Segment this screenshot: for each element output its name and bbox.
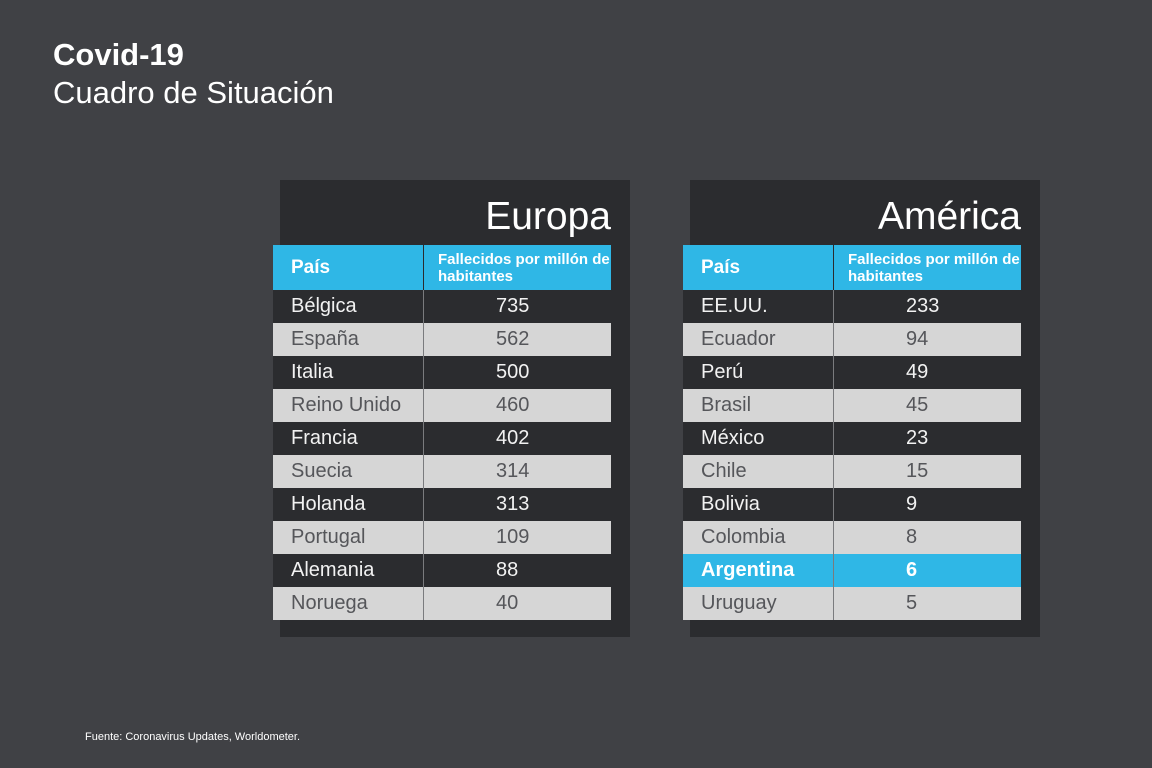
deaths-per-million-cell: 5: [906, 592, 918, 614]
deaths-per-million-cell: 9: [906, 493, 918, 515]
country-cell: Ecuador: [683, 323, 834, 356]
country-cell: Uruguay: [683, 587, 834, 620]
deaths-per-million-cell: 15: [906, 460, 929, 482]
europe-panel: Europa País Fallecidos por millón de hab…: [273, 180, 630, 637]
table-row: Suecia 314: [273, 455, 611, 488]
country-cell: EE.UU.: [683, 290, 834, 323]
country-cell: Suecia: [273, 455, 424, 488]
table-row: España 562: [273, 323, 611, 356]
country-cell: Brasil: [683, 389, 834, 422]
table-row: Bélgica 735: [273, 290, 611, 323]
europe-table: País Fallecidos por millón de habitantes…: [273, 245, 611, 620]
table-row: Argentina 6: [683, 554, 1021, 587]
america-table: País Fallecidos por millón de habitantes…: [683, 245, 1021, 620]
country-cell: Argentina: [683, 554, 834, 587]
table-row: EE.UU. 233: [683, 290, 1021, 323]
table-row: Bolivia 9: [683, 488, 1021, 521]
table-row: Chile 15: [683, 455, 1021, 488]
deaths-per-million-cell: 49: [906, 361, 929, 383]
table-row: Uruguay 5: [683, 587, 1021, 620]
table-row: Alemania 88: [273, 554, 611, 587]
deaths-per-million-cell: 88: [496, 559, 519, 581]
page-subtitle: Cuadro de Situación: [53, 75, 334, 110]
country-cell: Francia: [273, 422, 424, 455]
europe-title: Europa: [485, 195, 611, 238]
deaths-per-million-cell: 313: [496, 493, 530, 515]
table-row: Brasil 45: [683, 389, 1021, 422]
table-row: México 23: [683, 422, 1021, 455]
table-row: Ecuador 94: [683, 323, 1021, 356]
table-row: Colombia 8: [683, 521, 1021, 554]
deaths-per-million-cell: 233: [906, 295, 940, 317]
country-cell: Reino Unido: [273, 389, 424, 422]
deaths-per-million-cell: 314: [496, 460, 530, 482]
deaths-per-million-cell: 500: [496, 361, 530, 383]
title-block: Covid-19 Cuadro de Situación: [53, 36, 334, 112]
deaths-per-million-cell: 562: [496, 328, 530, 350]
america-title: América: [877, 195, 1021, 238]
america-table-body: EE.UU. 233 Ecuador 94 Perú 49 Brasil 45 México 23…: [683, 290, 1021, 620]
country-cell: Colombia: [683, 521, 834, 554]
deaths-per-million-cell: 40: [496, 592, 519, 614]
america-panel: América País Fallecidos por millón de ha…: [683, 180, 1040, 637]
country-cell: Holanda: [273, 488, 424, 521]
column-header-country: País: [683, 245, 834, 290]
column-header-deaths: Fallecidos por millón de habitantes: [848, 250, 1020, 285]
country-cell: Alemania: [273, 554, 424, 587]
table-row: Noruega 40: [273, 587, 611, 620]
country-cell: España: [273, 323, 424, 356]
column-header-country: País: [273, 245, 424, 290]
country-cell: Perú: [683, 356, 834, 389]
deaths-per-million-cell: 45: [906, 394, 929, 416]
page-title: Covid-19: [53, 37, 184, 72]
country-cell: Bolivia: [683, 488, 834, 521]
america-table-header: País Fallecidos por millón de habitantes: [683, 245, 1021, 290]
table-row: Portugal 109: [273, 521, 611, 554]
table-row: Francia 402: [273, 422, 611, 455]
country-cell: Bélgica: [273, 290, 424, 323]
country-cell: Portugal: [273, 521, 424, 554]
country-cell: México: [683, 422, 834, 455]
country-cell: Italia: [273, 356, 424, 389]
deaths-per-million-cell: 109: [496, 526, 530, 548]
europe-table-body: Bélgica 735 España 562 Italia 500 Reino Unido 4…: [273, 290, 611, 620]
deaths-per-million-cell: 735: [496, 295, 530, 317]
deaths-per-million-cell: 8: [906, 526, 918, 548]
deaths-per-million-cell: 6: [906, 559, 918, 581]
source-note: Fuente: Coronavirus Updates, Worldometer…: [85, 731, 301, 743]
deaths-per-million-cell: 460: [496, 394, 530, 416]
country-cell: Chile: [683, 455, 834, 488]
table-row: Reino Unido 460: [273, 389, 611, 422]
deaths-per-million-cell: 402: [496, 427, 530, 449]
table-row: Perú 49: [683, 356, 1021, 389]
deaths-per-million-cell: 94: [906, 328, 929, 350]
deaths-per-million-cell: 23: [906, 427, 929, 449]
country-cell: Noruega: [273, 587, 424, 620]
table-row: Italia 500: [273, 356, 611, 389]
europe-table-header: País Fallecidos por millón de habitantes: [273, 245, 611, 290]
table-row: Holanda 313: [273, 488, 611, 521]
column-header-deaths: Fallecidos por millón de habitantes: [438, 250, 610, 285]
